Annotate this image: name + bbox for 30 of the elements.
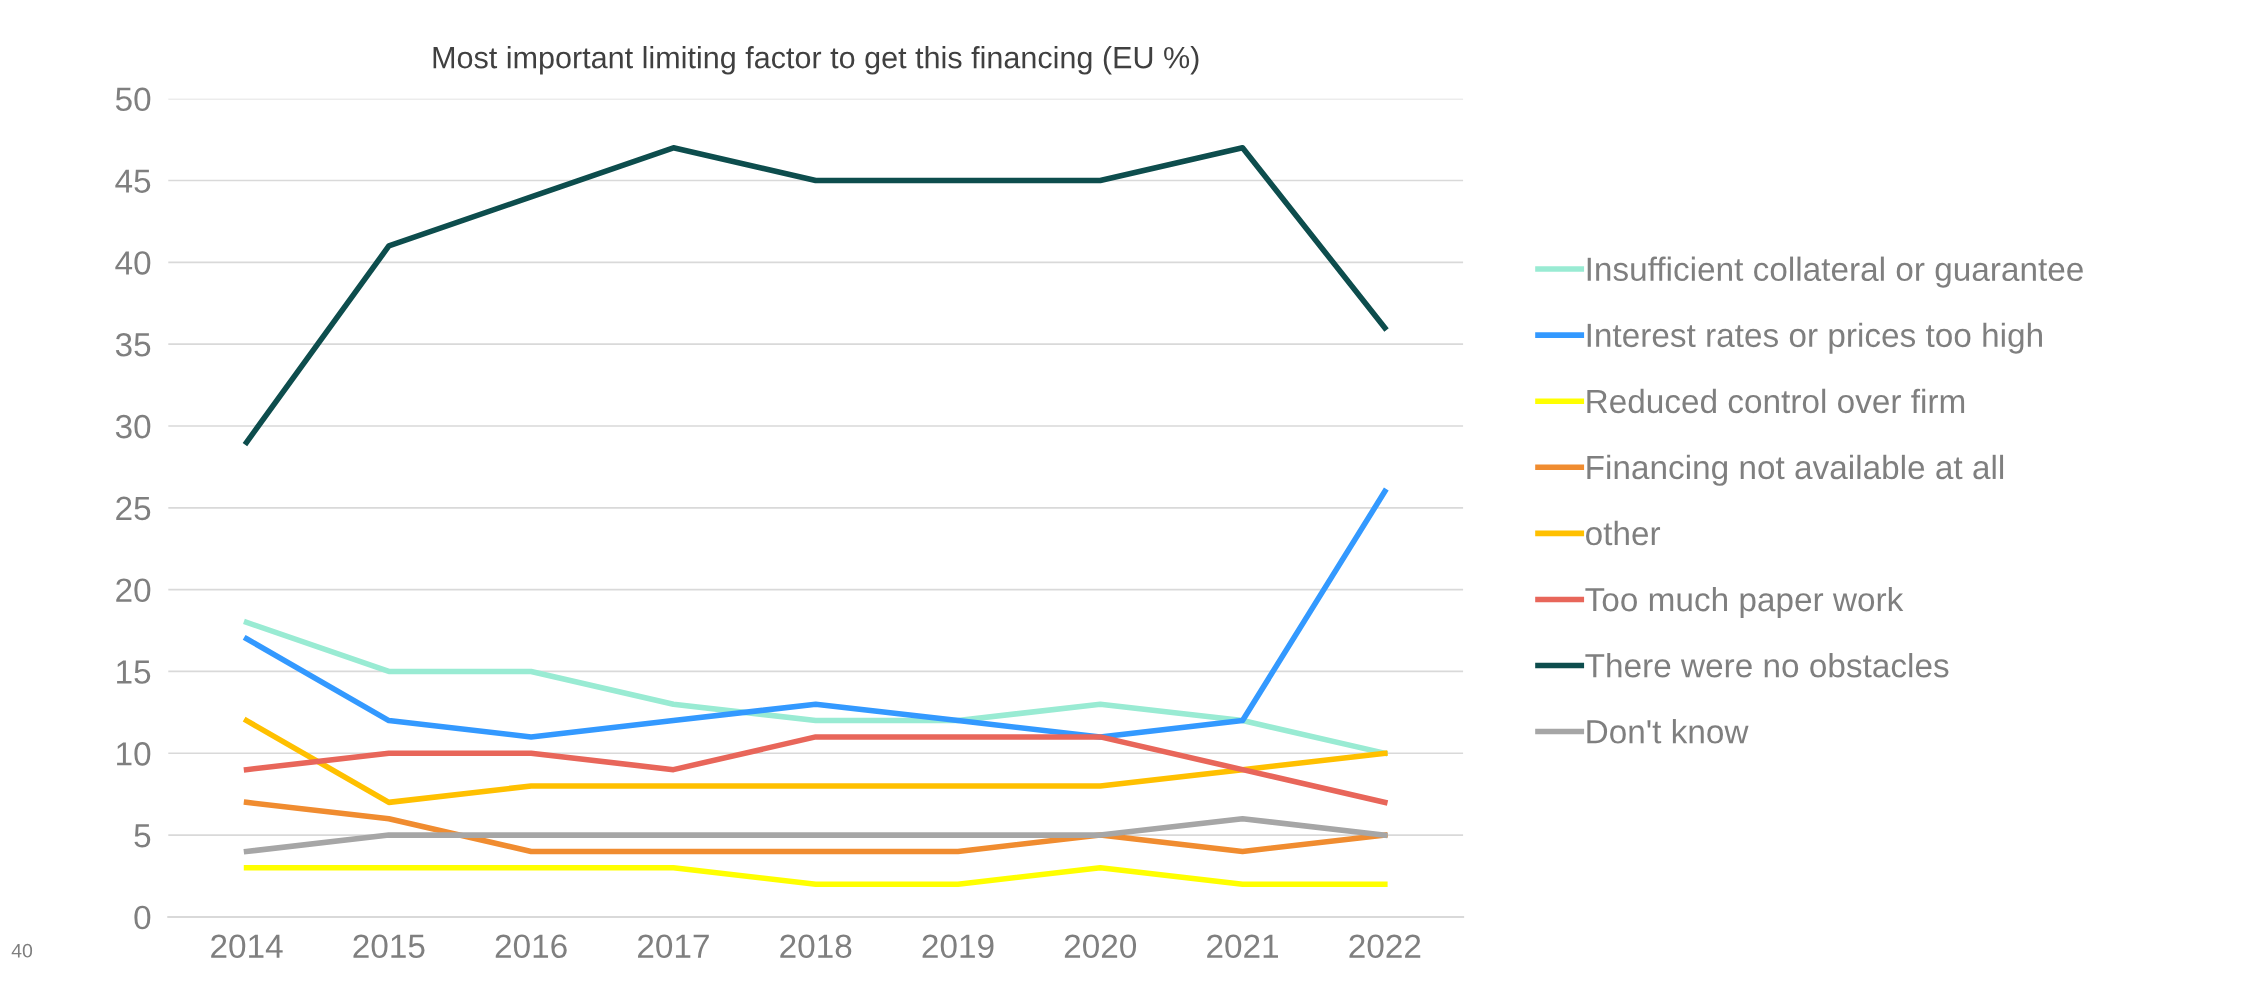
legend-label: There were no obstacles bbox=[1585, 653, 1949, 678]
x-tick-label: 2019 bbox=[922, 934, 994, 959]
x-tick-label: 2015 bbox=[353, 934, 425, 959]
y-tick-label: 40 bbox=[115, 251, 151, 275]
y-tick-label: 5 bbox=[134, 824, 151, 848]
legend-label: Financing not available at all bbox=[1587, 454, 2004, 486]
text: 40 bbox=[11, 943, 33, 958]
y-tick-label: 15 bbox=[117, 660, 151, 684]
x-tick-label: 2018 bbox=[780, 934, 852, 959]
x-tick-label: 2014 bbox=[211, 934, 283, 959]
x-tick-label: 2022 bbox=[1349, 934, 1421, 959]
legend-label: Insufficient collateral or guarantee bbox=[1587, 256, 2083, 288]
legend-label: Reduced control over firm bbox=[1587, 388, 1965, 414]
y-tick-label: 45 bbox=[115, 169, 151, 193]
legend-label: Too much paper work bbox=[1585, 586, 1904, 619]
legend-label: other bbox=[1586, 520, 1661, 546]
x-tick-label: 2016 bbox=[495, 934, 567, 959]
chart-title: Most important limiting factor to get this financing (EU %) bbox=[433, 46, 1199, 75]
y-tick-label: 30 bbox=[115, 414, 151, 439]
legend-label: Interest rates or prices too high bbox=[1587, 322, 2042, 354]
x-tick-label: 2017 bbox=[638, 934, 709, 959]
legend-label: Don't know bbox=[1587, 719, 1749, 744]
y-tick-label: 10 bbox=[117, 742, 151, 766]
y-tick-label: 0 bbox=[134, 905, 151, 930]
y-tick-label: 20 bbox=[116, 578, 151, 603]
y-tick-label: 35 bbox=[115, 332, 151, 357]
y-tick-label: 25 bbox=[116, 496, 151, 521]
y-tick-label: 50 bbox=[115, 87, 151, 112]
x-tick-label: 2020 bbox=[1064, 934, 1137, 959]
x-tick-label: 2021 bbox=[1207, 934, 1278, 959]
